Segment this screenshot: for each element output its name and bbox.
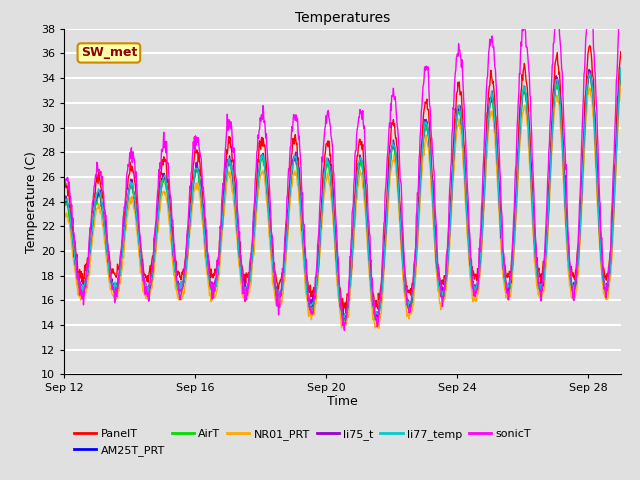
li75_t: [443, 266, 451, 272]
Y-axis label: Temperature (C): Temperature (C): [25, 151, 38, 252]
PanelT: [617, 49, 625, 55]
li75_t: [505, 281, 513, 287]
PanelT: [339, 309, 347, 314]
li77_temp: [339, 314, 347, 320]
NR01_PRT: [495, 204, 502, 209]
Line: li77_temp: li77_temp: [64, 68, 621, 317]
li77_temp: [117, 262, 125, 268]
AirT: [117, 266, 125, 272]
NR01_PRT: [305, 306, 313, 312]
AirT: [495, 192, 502, 198]
AM25T_PRT: [495, 189, 502, 195]
li77_temp: [60, 200, 68, 206]
sonicT: [495, 140, 502, 146]
AM25T_PRT: [285, 204, 293, 209]
AirT: [443, 275, 451, 280]
AirT: [617, 72, 625, 77]
li77_temp: [443, 268, 451, 274]
sonicT: [305, 298, 313, 303]
PanelT: [60, 179, 68, 184]
li75_t: [617, 69, 625, 75]
AM25T_PRT: [60, 200, 68, 205]
li77_temp: [285, 201, 293, 207]
li77_temp: [617, 65, 625, 71]
li75_t: [305, 298, 313, 303]
sonicT: [586, 0, 594, 1]
AirT: [505, 288, 513, 294]
li75_t: [117, 261, 125, 267]
AirT: [373, 321, 381, 327]
sonicT: [340, 327, 348, 333]
sonicT: [617, 2, 625, 8]
Title: Temperatures: Temperatures: [295, 11, 390, 25]
NR01_PRT: [617, 83, 625, 88]
NR01_PRT: [60, 210, 68, 216]
li75_t: [60, 198, 68, 204]
PanelT: [443, 255, 451, 261]
AM25T_PRT: [586, 69, 593, 75]
Line: AirT: AirT: [64, 74, 621, 324]
AirT: [305, 299, 313, 304]
AM25T_PRT: [505, 287, 513, 292]
Line: PanelT: PanelT: [64, 46, 621, 312]
li75_t: [495, 192, 502, 197]
PanelT: [505, 274, 513, 280]
Line: AM25T_PRT: AM25T_PRT: [64, 72, 621, 320]
X-axis label: Time: Time: [327, 395, 358, 408]
sonicT: [60, 182, 68, 188]
AM25T_PRT: [617, 70, 625, 75]
Line: li75_t: li75_t: [64, 70, 621, 318]
AM25T_PRT: [340, 317, 348, 323]
Legend: PanelT, AM25T_PRT, AirT, NR01_PRT, li75_t, li77_temp, sonicT: PanelT, AM25T_PRT, AirT, NR01_PRT, li75_…: [70, 425, 536, 460]
PanelT: [495, 172, 502, 178]
AM25T_PRT: [117, 264, 125, 270]
li75_t: [585, 67, 593, 72]
AirT: [60, 204, 68, 210]
sonicT: [117, 249, 125, 254]
sonicT: [285, 168, 293, 174]
PanelT: [586, 43, 593, 48]
PanelT: [285, 184, 293, 190]
li75_t: [340, 315, 348, 321]
li77_temp: [495, 190, 502, 195]
NR01_PRT: [285, 210, 293, 216]
Text: SW_met: SW_met: [81, 47, 137, 60]
NR01_PRT: [443, 277, 451, 283]
AM25T_PRT: [305, 305, 313, 311]
sonicT: [443, 251, 451, 257]
NR01_PRT: [375, 325, 383, 331]
AirT: [285, 204, 293, 210]
Line: NR01_PRT: NR01_PRT: [64, 85, 621, 328]
li77_temp: [505, 283, 513, 289]
AM25T_PRT: [443, 272, 451, 277]
li77_temp: [305, 300, 313, 306]
NR01_PRT: [505, 297, 513, 303]
Line: sonicT: sonicT: [64, 0, 621, 330]
PanelT: [305, 289, 313, 295]
NR01_PRT: [117, 276, 125, 282]
li75_t: [285, 197, 293, 203]
PanelT: [117, 249, 125, 255]
sonicT: [505, 295, 513, 301]
